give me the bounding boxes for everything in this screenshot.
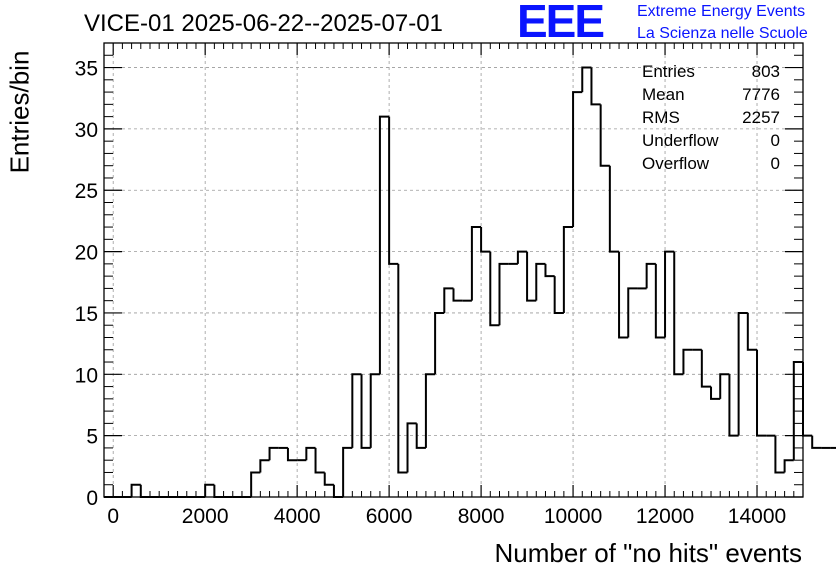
y-tick-label: 25 [75, 180, 98, 203]
chart-title: VICE-01 2025-06-22--2025-07-01 [84, 10, 443, 37]
x-tick-label: 0 [107, 505, 119, 528]
histogram-bin [424, 373, 436, 448]
histogram-bin [811, 435, 822, 449]
histogram-bin [544, 263, 555, 278]
stat-label: RMS [642, 108, 680, 127]
stat-label: Underflow [642, 131, 719, 150]
histogram-bin [498, 262, 509, 326]
y-tick-label: 10 [75, 364, 98, 387]
histogram-bin [728, 374, 739, 437]
histogram-bin [710, 386, 721, 400]
stat-value: 803 [751, 62, 780, 81]
histogram-bin [443, 287, 454, 313]
stat-underflow: Underflow 0 [642, 129, 780, 152]
stat-label: Overflow [642, 154, 710, 173]
eee-logo: EEE [517, 0, 605, 47]
y-axis-label: Entries/bin [4, 50, 35, 174]
y-tick-label: 0 [86, 487, 98, 510]
x-tick-label: 12000 [636, 505, 694, 528]
histogram-bin [664, 250, 675, 338]
logo-text-line-1: Extreme Energy Events [637, 3, 806, 20]
histogram-bin [250, 471, 261, 497]
x-tick-label: 14000 [728, 505, 786, 528]
histogram-bin [553, 276, 564, 314]
histogram-bin [342, 446, 353, 497]
logo-text-line-2: La Scienza nelle Scuole [637, 25, 808, 42]
histogram-bin [397, 263, 408, 474]
histogram-bin [360, 374, 371, 449]
statistics-box: Entries 803 Mean 7776 RMS 2257 Underflow… [642, 60, 780, 175]
stat-mean: Mean 7776 [642, 83, 780, 106]
stat-label: Entries [642, 62, 695, 81]
histogram-bin [268, 446, 279, 461]
y-tick-label: 5 [86, 426, 98, 449]
histogram-bin [535, 262, 546, 301]
histogram-bin [599, 104, 610, 167]
histogram-bin [645, 262, 656, 289]
x-tick-label: 8000 [458, 505, 505, 528]
stat-label: Mean [642, 85, 685, 104]
histogram-bin [746, 312, 758, 351]
x-tick-label: 10000 [544, 505, 602, 528]
histogram-bin [388, 116, 399, 265]
histogram-bin [627, 287, 638, 338]
y-tick-label: 35 [75, 58, 98, 81]
stat-value: 0 [770, 154, 780, 173]
histogram-bin [139, 484, 150, 498]
histogram-bin [700, 349, 712, 388]
y-tick-label: 15 [75, 303, 98, 326]
x-axis-label: Number of "no hits" events [494, 538, 803, 568]
stat-value: 2257 [742, 108, 780, 127]
histogram-bin [369, 373, 380, 448]
x-tick-label: 6000 [366, 505, 413, 528]
histogram-bin [204, 483, 215, 497]
y-tick-label: 20 [75, 242, 98, 265]
histogram-bin [737, 311, 748, 436]
histogram-bin [378, 115, 390, 375]
histogram-bin [756, 349, 767, 437]
histogram-bin [489, 251, 500, 327]
stat-overflow: Overflow 0 [642, 152, 780, 175]
histogram-bin [608, 165, 620, 253]
histogram-bin [673, 251, 684, 376]
stat-rms: RMS 2257 [642, 106, 780, 129]
histogram-bin [654, 263, 666, 339]
histogram-bin [470, 226, 482, 301]
stat-value: 0 [770, 131, 780, 150]
histogram-bin [774, 435, 785, 474]
histogram-bin [480, 227, 491, 253]
x-tick-label: 2000 [182, 505, 229, 528]
histogram-bin [332, 484, 344, 498]
histogram-bin [434, 311, 445, 375]
y-tick-label: 30 [75, 119, 98, 142]
histogram-bin [213, 484, 224, 498]
histogram-bin [286, 447, 298, 462]
histogram-bin [802, 362, 813, 437]
histogram-bin [526, 251, 537, 302]
histogram-bin [452, 288, 463, 302]
stat-value: 7776 [742, 85, 780, 104]
stat-entries: Entries 803 [642, 60, 780, 83]
histogram-bin [351, 373, 362, 448]
histogram-bin [323, 472, 334, 486]
histogram-bin [572, 91, 583, 228]
histogram-bin [783, 459, 794, 473]
histogram-bin [581, 66, 592, 93]
histogram-bin [516, 250, 528, 264]
histogram-bin [305, 446, 316, 461]
histogram-bin [130, 483, 141, 497]
histogram-bin [682, 348, 693, 375]
histogram-bin [719, 373, 730, 399]
axis-ticks: 0 2000 4000 6000 8000 10000 12000 1400005101520… [75, 42, 804, 528]
histogram-bin [415, 423, 426, 449]
histogram-bin [590, 67, 601, 106]
histogram-bin [314, 447, 325, 474]
x-tick-label: 4000 [274, 505, 321, 528]
histogram-bin [259, 459, 270, 473]
histogram-bin [618, 251, 629, 339]
histogram-bin [562, 226, 574, 313]
histogram-bin [406, 422, 417, 473]
